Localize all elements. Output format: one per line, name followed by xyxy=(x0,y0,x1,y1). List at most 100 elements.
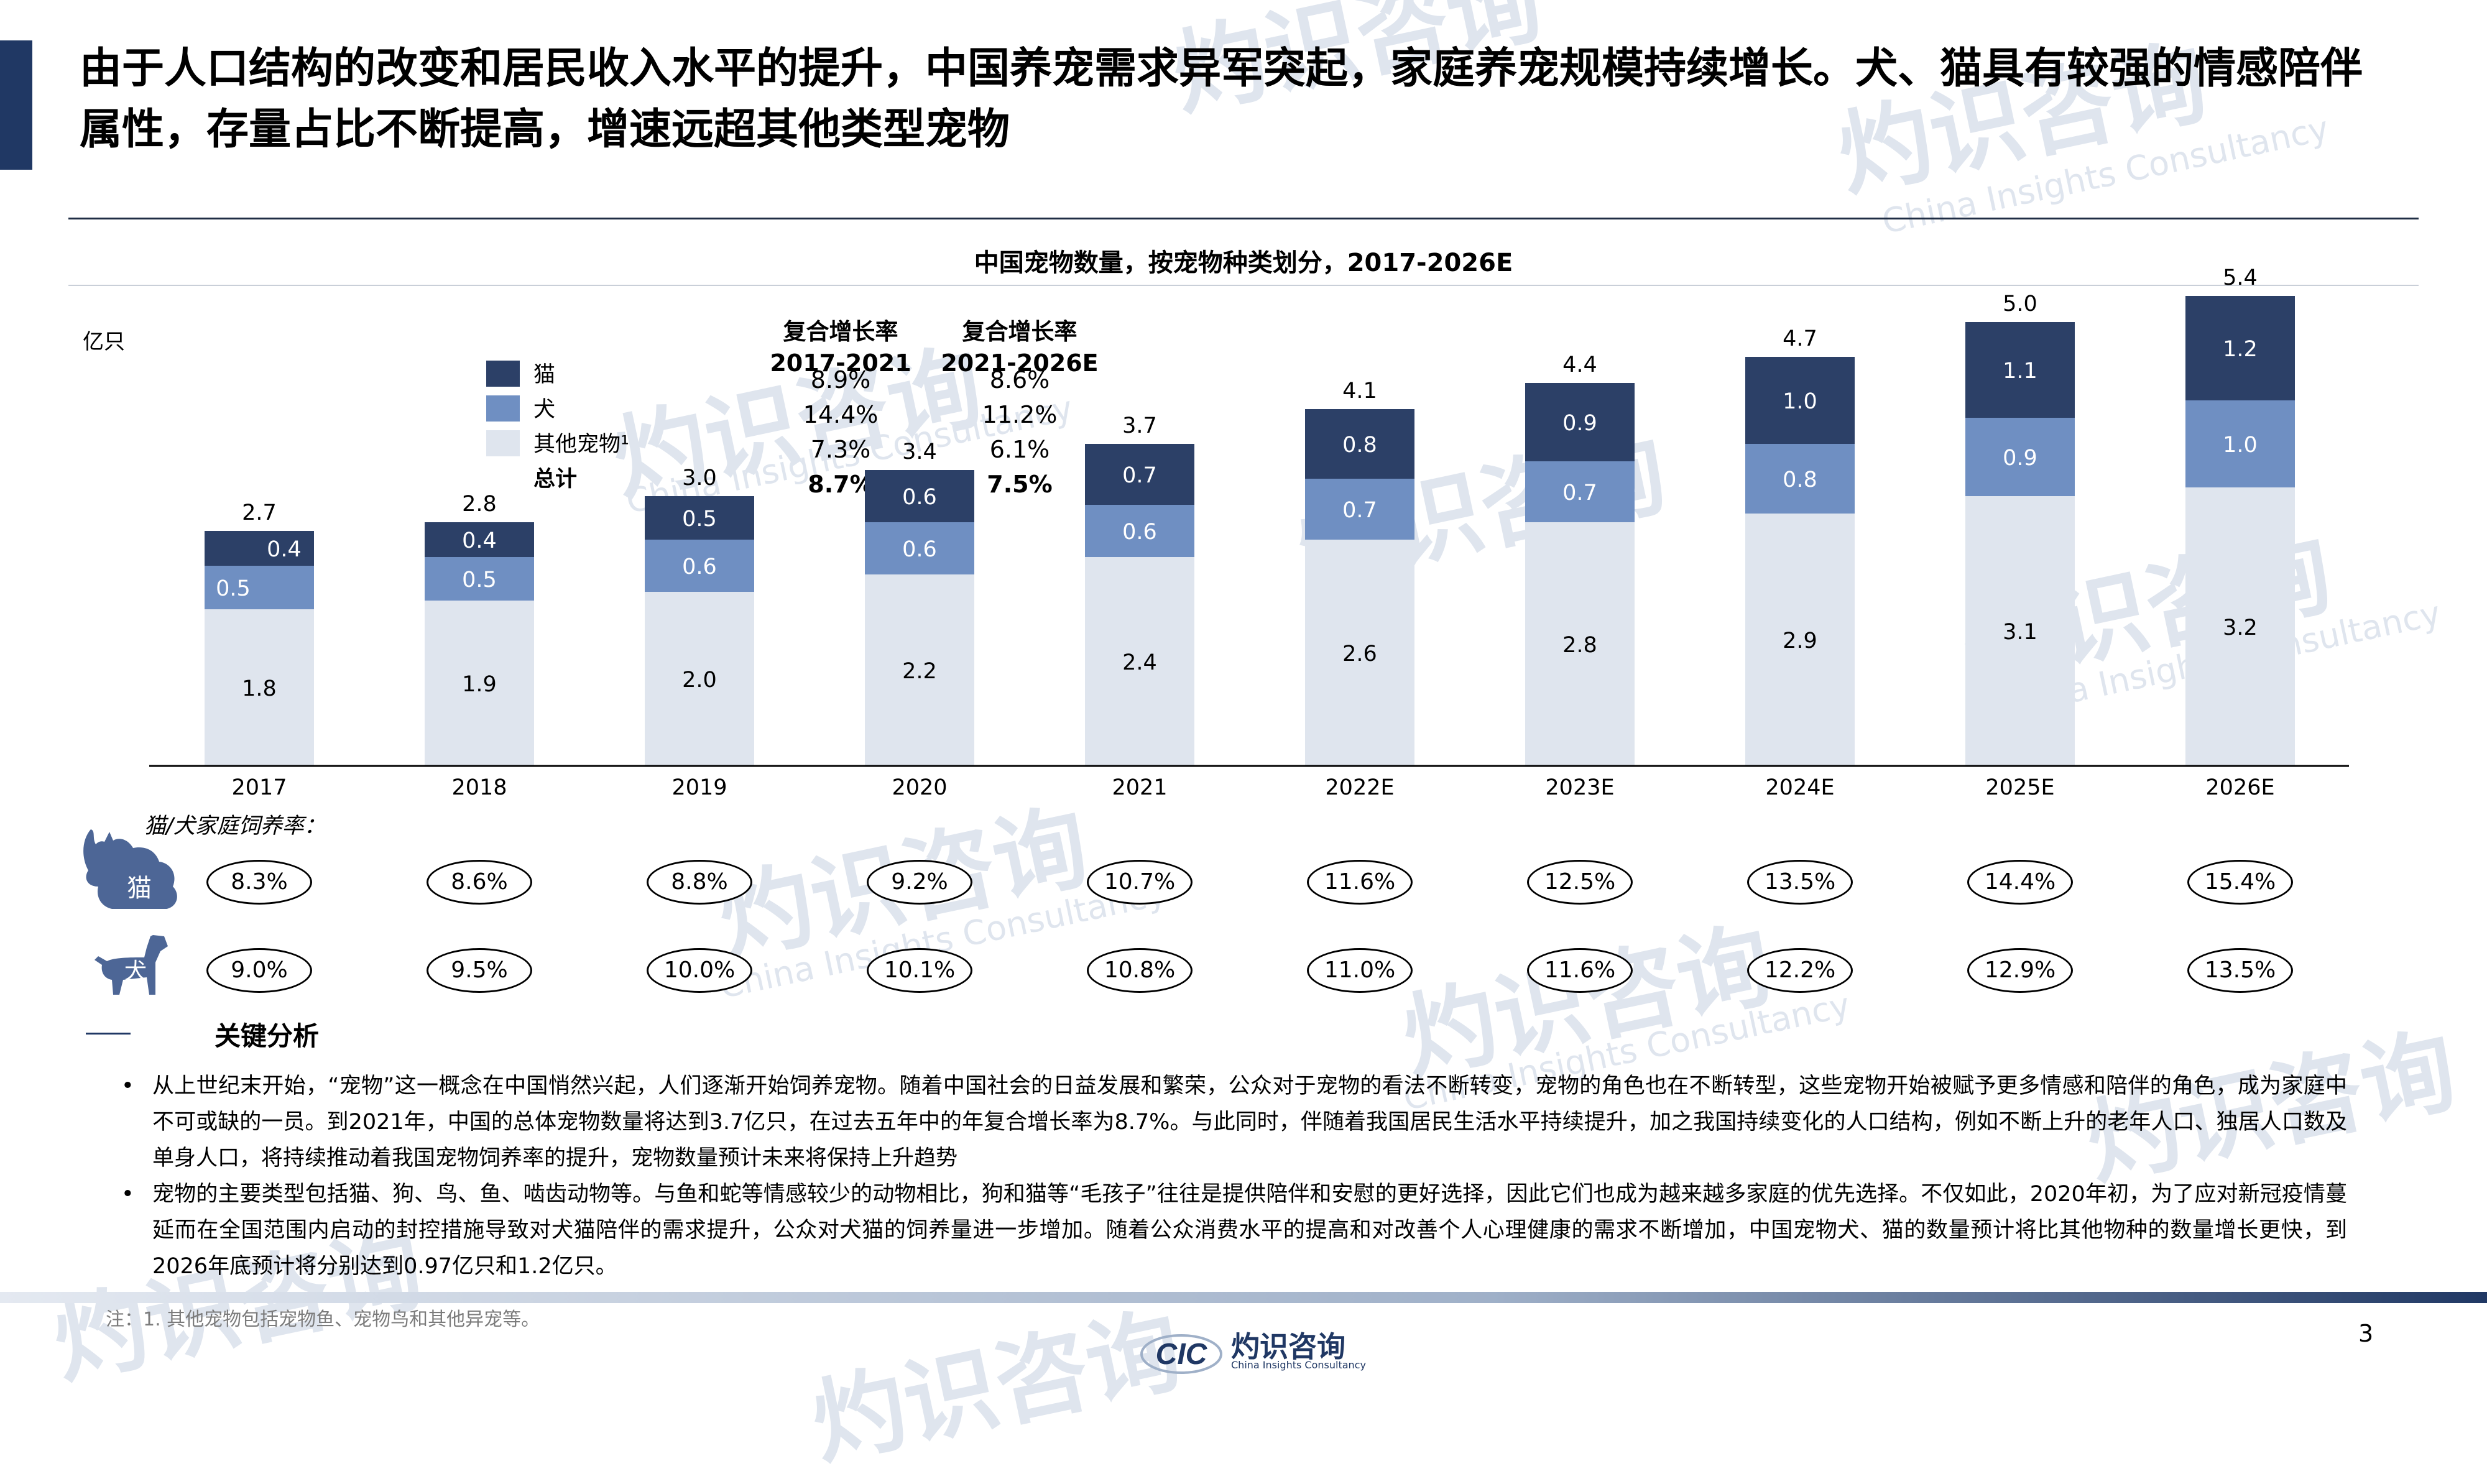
cagr-value: 11.2% xyxy=(982,401,1058,428)
x-tick-label: 2020 xyxy=(892,775,947,800)
x-tick-label: 2025E xyxy=(1985,775,2054,800)
cat-icon: 猫 xyxy=(83,829,177,909)
bar-data-label: 0.8 xyxy=(1783,468,1817,492)
cagr-header: 2021-2026E xyxy=(941,349,1098,377)
dog-rate-oval: 9.0% xyxy=(206,948,312,993)
bar-segment xyxy=(205,566,314,609)
cagr-value: 8.6% xyxy=(990,366,1050,394)
bar-segment xyxy=(2185,487,2295,766)
dog-rate-oval: 10.8% xyxy=(1087,948,1193,993)
cagr-value: 7.5% xyxy=(987,471,1052,498)
x-tick-label: 2018 xyxy=(451,775,507,800)
bar-segment xyxy=(1085,505,1194,557)
bar-data-label: 1.8 xyxy=(242,676,277,701)
x-tick-label: 2024E xyxy=(1765,775,1834,800)
chart-title-rule xyxy=(68,285,2419,286)
bar-segment xyxy=(1305,479,1414,540)
cat-rate-oval: 8.6% xyxy=(427,860,532,905)
x-tick-label: 2017 xyxy=(231,775,287,800)
bar-data-label: 0.9 xyxy=(2003,446,2037,471)
bar-data-label: 1.2 xyxy=(2223,337,2258,362)
cic-logo-letters: CIC xyxy=(1156,1338,1208,1371)
dog-rate-oval: 12.9% xyxy=(1967,948,2073,993)
analysis-title: 关键分析 xyxy=(215,1021,320,1051)
page-number: 3 xyxy=(2358,1320,2374,1347)
cat-rate-oval: 14.4% xyxy=(1967,860,2073,905)
cat-rate-oval: 8.8% xyxy=(647,860,752,905)
bar-segment xyxy=(425,601,534,766)
bar-segment xyxy=(2185,296,2295,400)
bar-segment xyxy=(425,557,534,601)
bar-data-label: 0.7 xyxy=(1562,481,1597,505)
bar-segment xyxy=(865,470,974,522)
bar-total-label: 3.4 xyxy=(902,440,937,464)
bar-segment xyxy=(1745,357,1855,444)
dog-rate-oval: 13.5% xyxy=(2187,948,2293,993)
legend-label: 犬 xyxy=(533,397,555,422)
bar-data-label: 1.0 xyxy=(2223,433,2258,458)
dog-rate-oval: 9.5% xyxy=(427,948,532,993)
bar-data-label: 0.4 xyxy=(267,537,302,562)
header-rule xyxy=(68,218,2419,219)
accent-bar xyxy=(0,40,32,170)
cagr-header: 2017-2021 xyxy=(770,349,911,377)
bar-total-label: 4.4 xyxy=(1562,353,1597,377)
cat-rate-oval: 11.6% xyxy=(1307,860,1413,905)
bar-segment xyxy=(645,540,754,592)
bar-data-label: 3.1 xyxy=(2003,620,2037,645)
footnote: 注：1. 其他宠物包括宠物鱼、宠物鸟和其他异宠等。 xyxy=(106,1309,540,1330)
chart-title: 中国宠物数量，按宠物种类划分，2017-2026E xyxy=(974,249,1513,277)
bar-segment xyxy=(645,592,754,766)
cagr-header: 复合增长率 xyxy=(783,318,898,345)
bar-segment xyxy=(1965,322,2075,418)
bar-segment xyxy=(865,522,974,574)
cat-rate-oval: 15.4% xyxy=(2187,860,2293,905)
cat-rate-oval: 8.3% xyxy=(206,860,312,905)
footer-bar xyxy=(0,1292,2487,1303)
bar-data-label: 0.5 xyxy=(216,576,251,601)
bar-data-label: 0.6 xyxy=(902,485,937,510)
watermark: 灼识咨询 xyxy=(1393,910,1781,1094)
y-unit-label: 亿只 xyxy=(83,330,125,354)
dog-icon-label: 犬 xyxy=(124,959,147,984)
bar-segment xyxy=(865,574,974,766)
analysis-bullet: 宠物的主要类型包括猫、狗、鸟、鱼、啮齿动物等。与鱼和蛇等情感较少的动物相比，狗和… xyxy=(121,1176,2347,1284)
x-tick-label: 2026E xyxy=(2205,775,2274,800)
analysis-bullet: 从上世纪末开始，“宠物”这一概念在中国悄然兴起，人们逐渐开始饲养宠物。随着中国社… xyxy=(121,1068,2347,1176)
bar-data-label: 0.5 xyxy=(682,507,717,532)
x-tick-label: 2022E xyxy=(1325,775,1394,800)
legend-label: 总计 xyxy=(533,467,577,492)
slide-headline: 由于人口结构的改变和居民收入水平的提升，中国养宠需求异军突起，家庭养宠规模持续增… xyxy=(80,44,2363,154)
bar-total-label: 3.0 xyxy=(682,466,717,491)
bar-data-label: 2.0 xyxy=(682,668,717,693)
bar-data-label: 2.9 xyxy=(1783,629,1817,653)
bar-data-label: 0.7 xyxy=(1122,463,1157,488)
bar-segment xyxy=(205,531,314,566)
x-tick-label: 2023E xyxy=(1545,775,1614,800)
bar-data-label: 0.6 xyxy=(682,555,717,579)
legend-swatch xyxy=(486,361,520,387)
cagr-value: 8.7% xyxy=(808,471,873,498)
bar-segment xyxy=(1745,444,1855,514)
logo-subtext: China Insights Consultancy xyxy=(1231,1359,1366,1371)
bar-total-label: 5.4 xyxy=(2223,265,2258,290)
cagr-value: 7.3% xyxy=(811,436,871,463)
bar-segment xyxy=(645,496,754,540)
bar-data-label: 0.6 xyxy=(1122,520,1157,545)
bar-data-label: 0.9 xyxy=(1562,411,1597,436)
cagr-value: 8.9% xyxy=(811,366,871,394)
dog-rate-oval: 11.6% xyxy=(1527,948,1633,993)
bar-segment xyxy=(425,522,534,557)
bar-data-label: 2.4 xyxy=(1122,650,1157,675)
dog-icon: 犬 xyxy=(95,935,168,995)
bar-segment xyxy=(1305,409,1414,479)
bar-data-label: 0.4 xyxy=(462,528,497,553)
cic-logo: CIC 灼识咨询 China Insights Consultancy xyxy=(1138,1323,1366,1379)
stacked-bar-chart: 亿只猫 8.9% 8.6% 犬 14.4% 11.2% 其他宠物¹ 7.3% 6.1% 总计 8.7… xyxy=(83,265,2349,800)
pet-rate-label: 猫/犬家庭饲养率： xyxy=(144,814,326,839)
watermark: 灼识咨询 xyxy=(803,1296,1191,1480)
bar-data-label: 2.8 xyxy=(1562,633,1597,658)
dog-rate-oval: 12.2% xyxy=(1747,948,1853,993)
bar-data-label: 3.2 xyxy=(2223,615,2258,640)
bar-total-label: 4.1 xyxy=(1342,379,1377,403)
